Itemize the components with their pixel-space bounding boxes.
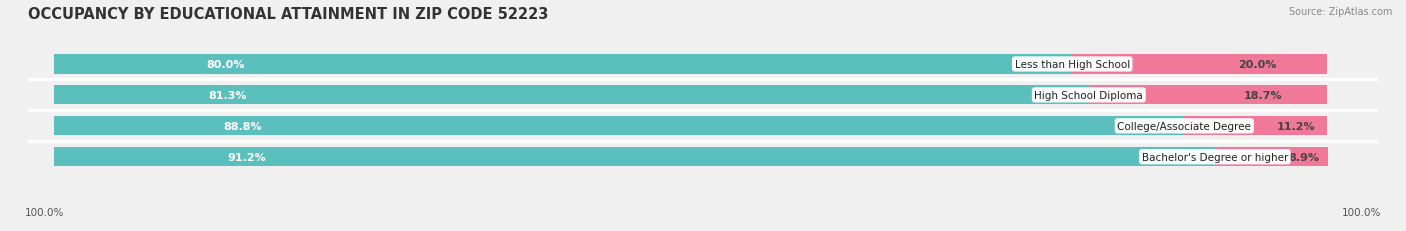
Text: Less than High School: Less than High School <box>1015 60 1130 70</box>
Bar <box>53 117 1327 136</box>
Text: 18.7%: 18.7% <box>1243 91 1282 100</box>
Text: 91.2%: 91.2% <box>228 152 267 162</box>
Text: Bachelor's Degree or higher: Bachelor's Degree or higher <box>1142 152 1288 162</box>
Text: OCCUPANCY BY EDUCATIONAL ATTAINMENT IN ZIP CODE 52223: OCCUPANCY BY EDUCATIONAL ATTAINMENT IN Z… <box>28 7 548 22</box>
Text: 80.0%: 80.0% <box>207 60 245 70</box>
Text: 100.0%: 100.0% <box>25 207 65 217</box>
Text: 100.0%: 100.0% <box>1341 207 1381 217</box>
Bar <box>1073 55 1327 74</box>
Bar <box>53 55 1073 74</box>
Bar <box>1088 86 1327 105</box>
Bar <box>53 148 1327 167</box>
Bar <box>53 86 1327 105</box>
Text: 81.3%: 81.3% <box>209 91 247 100</box>
Bar <box>1184 117 1327 136</box>
Bar <box>1215 148 1329 167</box>
Text: High School Diploma: High School Diploma <box>1035 91 1143 100</box>
Bar <box>53 117 1184 136</box>
Bar <box>53 148 1215 167</box>
Bar <box>53 55 1327 74</box>
Text: College/Associate Degree: College/Associate Degree <box>1118 121 1251 131</box>
Text: 8.9%: 8.9% <box>1288 152 1320 162</box>
Text: 20.0%: 20.0% <box>1237 60 1277 70</box>
Bar <box>53 86 1088 105</box>
Text: Source: ZipAtlas.com: Source: ZipAtlas.com <box>1288 7 1392 17</box>
Text: 11.2%: 11.2% <box>1277 121 1316 131</box>
Text: 88.8%: 88.8% <box>224 121 262 131</box>
